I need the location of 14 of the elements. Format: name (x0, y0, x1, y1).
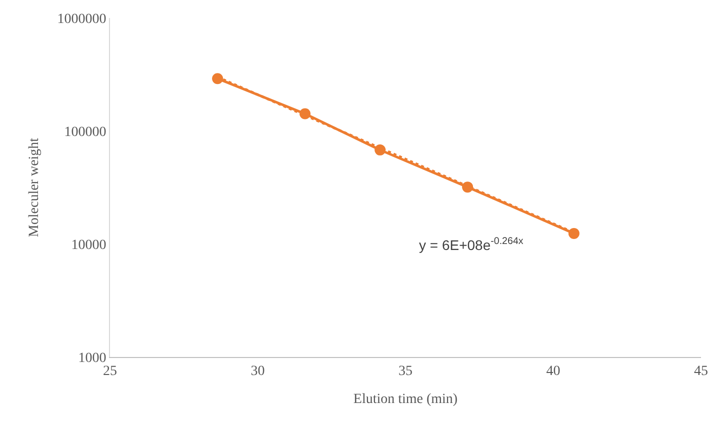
x-tick-label: 25 (103, 364, 117, 379)
point (568, 228, 580, 239)
y-tick-label: 1000 (78, 350, 106, 366)
x-tick-label: 30 (250, 364, 265, 379)
x-tick-label: 40 (546, 364, 560, 379)
point (212, 73, 224, 84)
annotation: y = 6E+08e$^{-0.264x}$ (419, 236, 524, 253)
x-tick-label: 45 (694, 364, 708, 379)
y-tick-label: 100000 (64, 124, 106, 140)
y-tick-label: 10000 (71, 238, 106, 253)
x-axis-title: Elution time (min) (353, 392, 458, 408)
x-tick-label: 35 (398, 364, 412, 379)
y-axis-title: Moleculer weight (26, 138, 42, 238)
y-tick-label: 1000000 (57, 12, 106, 27)
